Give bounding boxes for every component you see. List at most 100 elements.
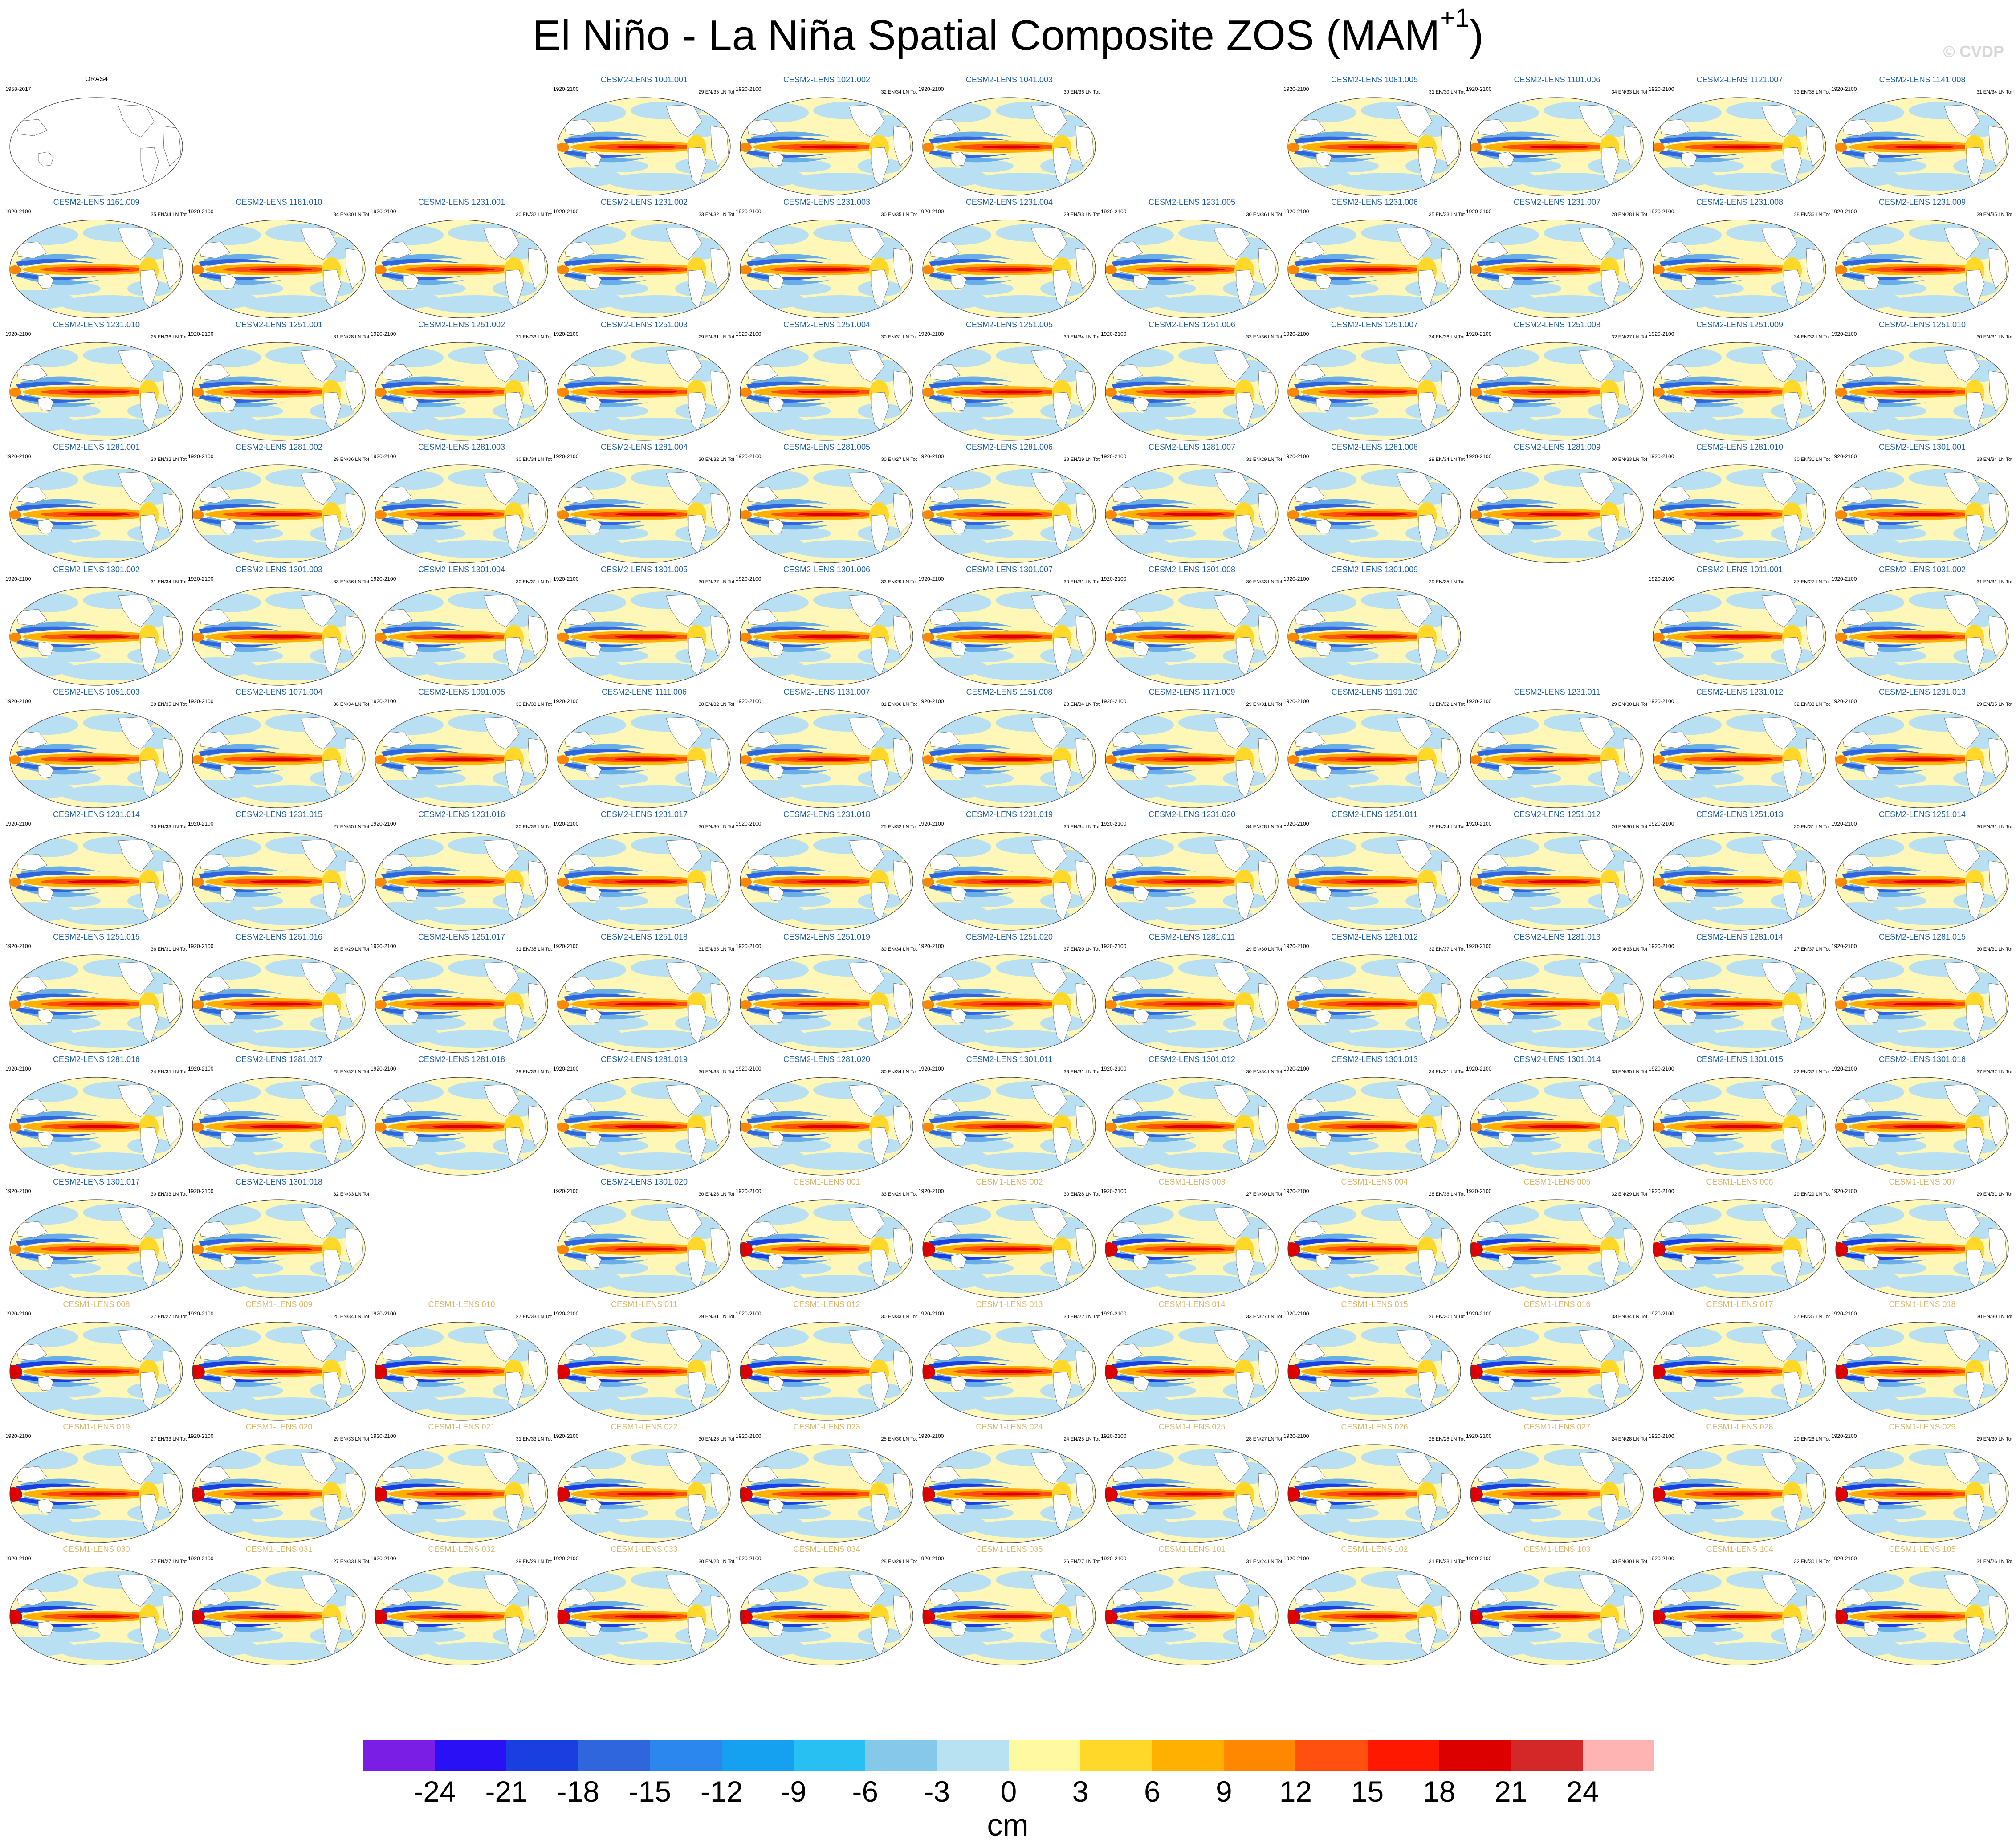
map-panel: CESM2-LENS 1071.004 1920-2100 36 EN/34 LN … xyxy=(188,688,370,811)
panel-period: 1920-2100 xyxy=(1283,1188,1309,1194)
map-panel: CESM2-LENS 1281.002 1920-2100 29 EN/36 LN … xyxy=(188,443,370,566)
globe-outline xyxy=(1287,709,1461,808)
map-panel: CESM2-LENS 1081.005 1920-2100 31 EN/30 LN … xyxy=(1283,75,1466,199)
globe-outline xyxy=(192,1199,366,1298)
map-field xyxy=(1836,1567,2008,1665)
map-field xyxy=(1470,98,1643,195)
map-panel: CESM1-LENS 003 1920-2100 27 EN/30 LN Tot xyxy=(1101,1177,1283,1301)
map-panel: CESM2-LENS 1301.014 1920-2100 33 EN/35 LN … xyxy=(1466,1055,1648,1179)
panel-event-count: 31 EN/30 LN Tot xyxy=(1429,90,1465,95)
map-panel: CESM1-LENS 017 1920-2100 27 EN/35 LN Tot xyxy=(1649,1300,1831,1424)
panel-title: CESM2-LENS 1231.020 xyxy=(1148,810,1236,819)
map-globe xyxy=(740,464,913,563)
map-panel: CESM1-LENS 102 1920-2100 31 EN/28 LN Tot xyxy=(1283,1545,1466,1669)
colorbar-swatch xyxy=(1080,1740,1153,1771)
map-globe xyxy=(192,1322,366,1421)
map-field xyxy=(1836,465,2008,563)
panel-title: CESM2-LENS 1251.005 xyxy=(965,320,1053,329)
map-panel: CESM2-LENS 1281.006 1920-2100 28 EN/29 LN … xyxy=(918,443,1100,566)
panel-event-count: 26 EN/30 LN Tot xyxy=(1429,1314,1465,1319)
map-globe xyxy=(9,464,183,563)
panel-title: CESM2-LENS 1301.016 xyxy=(1878,1055,1966,1064)
map-field xyxy=(192,342,365,440)
panel-event-count: 29 EN/31 LN Tot xyxy=(698,1314,734,1319)
panel-period: 1920-2100 xyxy=(1466,453,1492,460)
map-globe xyxy=(922,1322,1096,1421)
panel-title: CESM2-LENS 1301.008 xyxy=(1148,565,1236,574)
panel-period: 1920-2100 xyxy=(553,453,579,460)
panel-title: CESM2-LENS 1231.007 xyxy=(1513,198,1601,207)
map-panel: CESM1-LENS 021 1920-2100 31 EN/33 LN Tot xyxy=(371,1422,553,1546)
map-field xyxy=(1836,98,2008,195)
map-globe xyxy=(922,97,1096,196)
globe-outline xyxy=(557,1199,731,1298)
panel-title: CESM2-LENS 1171.009 xyxy=(1149,688,1235,696)
panel-event-count: 33 EN/29 LN Tot xyxy=(881,579,917,585)
map-panel: CESM2-LENS 1251.003 1920-2100 29 EN/31 LN … xyxy=(553,320,735,444)
map-globe xyxy=(922,1199,1096,1298)
map-panel: CESM2-LENS 1231.017 1920-2100 30 EN/30 LN … xyxy=(553,810,735,934)
panel-event-count: 27 EN/37 LN Tot xyxy=(1794,947,1830,952)
map-field xyxy=(558,1567,730,1665)
map-globe xyxy=(192,342,366,441)
panel-event-count: 33 EN/35 LN Tot xyxy=(1611,1069,1647,1075)
map-field xyxy=(1653,1200,1826,1298)
map-field xyxy=(1653,832,1826,930)
panel-event-count: 30 EN/34 LN Tot xyxy=(1246,1069,1282,1075)
map-panel: CESM1-LENS 027 1920-2100 24 EN/28 LN Tot xyxy=(1466,1422,1648,1546)
globe-outline xyxy=(922,1077,1096,1176)
panel-period: 1920-2100 xyxy=(1101,943,1127,949)
map-globe xyxy=(557,954,731,1053)
panel-event-count: 30 EN/34 LN Tot xyxy=(1063,334,1100,340)
panel-period: 1920-2100 xyxy=(1466,821,1492,827)
map-panel: CESM2-LENS 1231.002 1920-2100 33 EN/32 LN … xyxy=(553,198,735,322)
map-panel: CESM2-LENS 1281.001 1920-2100 30 EN/32 LN … xyxy=(5,443,187,566)
map-field xyxy=(1836,832,2008,930)
map-globe xyxy=(375,1322,548,1421)
map-field xyxy=(1288,1322,1461,1420)
panel-period: 1920-2100 xyxy=(1649,1311,1674,1317)
panel-event-count: 30 EN/30 LN Tot xyxy=(1976,1314,2012,1319)
panel-period: 1920-2100 xyxy=(553,331,579,337)
map-globe xyxy=(1653,1444,1826,1543)
panel-title: CESM1-LENS 012 xyxy=(793,1300,860,1309)
globe-outline xyxy=(375,342,548,441)
map-globe xyxy=(1287,832,1461,931)
map-panel: CESM2-LENS 1231.003 1920-2100 30 EN/35 LN … xyxy=(736,198,918,322)
panel-period: 1920-2100 xyxy=(371,1311,396,1317)
map-field xyxy=(923,342,1096,440)
colorbar-swatch xyxy=(1295,1740,1368,1771)
globe-outline xyxy=(1835,832,2009,931)
globe-outline xyxy=(922,342,1096,441)
panel-event-count: 27 EN/27 LN Tot xyxy=(151,1559,187,1564)
globe-outline xyxy=(1653,1567,1826,1665)
panel-title: CESM1-LENS 016 xyxy=(1523,1300,1591,1309)
map-panel: CESM1-LENS 014 1920-2100 33 EN/27 LN Tot xyxy=(1101,1300,1283,1424)
panel-title: CESM2-LENS 1281.006 xyxy=(965,443,1053,452)
panel-period: 1920-2100 xyxy=(188,576,214,582)
panel-title: CESM2-LENS 1231.017 xyxy=(600,810,688,819)
colorbar-tick-label: -15 xyxy=(628,1775,672,1808)
map-field xyxy=(192,465,365,563)
map-panel: CESM2-LENS 1251.019 1920-2100 30 EN/34 LN … xyxy=(736,932,918,1056)
map-field xyxy=(1288,465,1461,563)
map-globe xyxy=(740,220,913,318)
panel-period: 1920-2100 xyxy=(918,453,944,460)
globe-outline xyxy=(922,1567,1096,1665)
globe-outline xyxy=(740,1199,913,1298)
map-field xyxy=(10,1322,183,1420)
map-panel: CESM1-LENS 005 1920-2100 32 EN/29 LN Tot xyxy=(1466,1177,1648,1301)
globe-outline xyxy=(740,1567,913,1665)
map-globe xyxy=(1653,1199,1826,1298)
map-globe xyxy=(557,464,731,563)
panel-title: CESM1-LENS 017 xyxy=(1706,1300,1773,1309)
map-panel: CESM2-LENS 1281.015 1920-2100 30 EN/31 LN … xyxy=(1831,932,2013,1056)
globe-outline xyxy=(1470,1322,1644,1421)
panel-event-count: 34 EN/30 LN Tot xyxy=(333,212,369,217)
panel-event-count: 24 EN/28 LN Tot xyxy=(1611,1437,1647,1442)
map-field xyxy=(1836,220,2008,318)
map-globe xyxy=(1835,97,2009,196)
colorbar-swatch xyxy=(1439,1740,1511,1771)
panel-event-count: 30 EN/31 LN Tot xyxy=(1063,579,1100,585)
globe-outline xyxy=(1470,1077,1644,1176)
